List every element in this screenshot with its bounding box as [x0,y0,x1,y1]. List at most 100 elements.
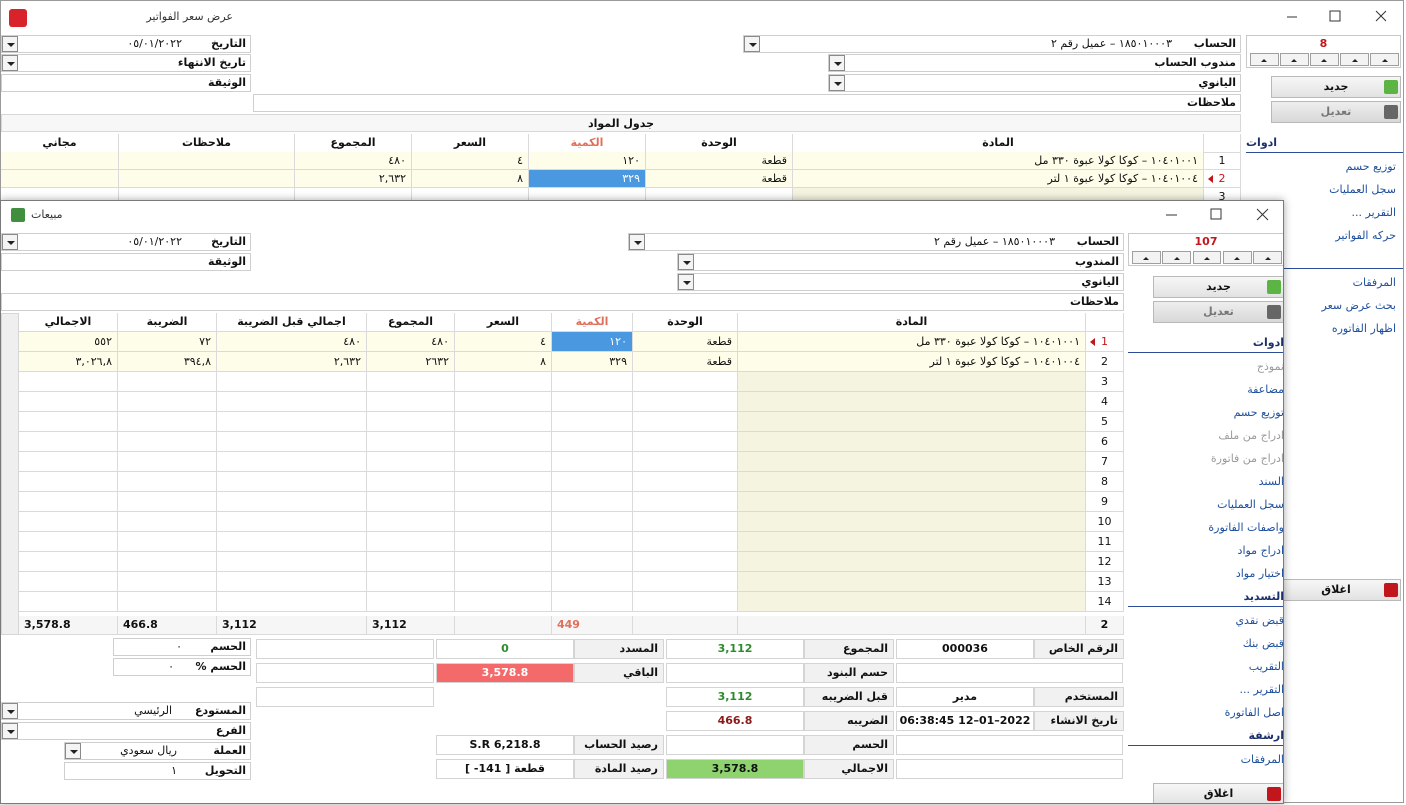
table-cell [738,472,1086,492]
field[interactable]: الحساب ١٨٥٠١٠٠٠٣ – عميل رقم ٢ [628,233,1124,251]
maximize-button[interactable] [1210,208,1222,220]
menu-link[interactable]: المرفقات [1352,276,1396,289]
section-title: ارشفة [1248,729,1284,742]
dropdown-button[interactable] [829,75,845,91]
table-cell [455,552,552,572]
field[interactable]: الوثيقة [1,74,251,92]
field[interactable]: التاريخ ٠٥/٠١/٢٠٢٢ [1,35,251,53]
table-cell [217,452,367,472]
menu-link[interactable]: سجل العمليات [1329,183,1396,196]
table-cell [367,432,455,452]
field[interactable]: الحسم ٠ [113,638,251,656]
menu-link[interactable]: اصل الفاتورة [1224,706,1284,719]
table-cell: ٥٥٢ [19,332,118,352]
close-window-button[interactable] [1375,10,1387,22]
field[interactable]: العملة ريال سعودي [64,742,251,760]
field-value: الرئيسي [134,704,172,717]
field-label: الحسم % [195,660,247,673]
dropdown-button[interactable] [678,254,694,270]
table-cell: ١٢٠ [552,332,633,352]
button[interactable]: جديد [1271,76,1401,98]
table-cell: ١٠٤٠١٠٠٤ – كوكا كولا عبوة ١ لتر [738,352,1086,372]
nav-button[interactable] [1253,251,1282,264]
field[interactable]: ملاحظات [253,94,1241,112]
field-value: ١٨٥٠١٠٠٠٣ – عميل رقم ٢ [1050,37,1172,50]
menu-link[interactable]: اظهار الفاتوره [1331,322,1396,335]
field[interactable]: تاريخ الانتهاء [1,54,251,72]
table-cell [455,372,552,392]
field[interactable]: مندوب الحساب [828,54,1241,72]
button[interactable]: تعديل [1153,301,1283,323]
nav-button[interactable] [1250,53,1279,66]
nav-button[interactable] [1192,251,1222,264]
dropdown-button[interactable] [2,703,18,719]
field[interactable]: الحساب ١٨٥٠١٠٠٠٣ – عميل رقم ٢ [743,35,1241,53]
summary-value: 3,112 [666,639,804,659]
table-cell [217,412,367,432]
nav-button[interactable] [1310,53,1339,66]
maximize-button[interactable] [1329,10,1341,22]
table-cell [738,392,1086,412]
dropdown-button[interactable] [2,36,18,52]
total-cell: 2 [1086,616,1124,635]
menu-link[interactable]: واصفات الفاتورة [1208,521,1284,534]
field[interactable]: التحويل ١ [64,762,251,780]
menu-link[interactable]: سجل العمليات [1217,498,1284,511]
field[interactable]: المستودع الرئيسي [1,702,251,720]
field[interactable]: التاريخ ٠٥/٠١/٢٠٢٢ [1,233,251,251]
dropdown-button[interactable] [2,55,18,71]
dropdown-button[interactable] [2,723,18,739]
nav-button[interactable] [1132,251,1161,264]
menu-link[interactable]: التقرير ... [1239,683,1284,696]
menu-link[interactable]: التقريب [1248,660,1284,673]
column-header: المادة [793,134,1204,153]
menu-link[interactable]: اختيار مواد [1235,567,1284,580]
menu-link[interactable]: توزيع حسم [1233,406,1284,419]
table-cell: ٧٢ [118,332,217,352]
field[interactable]: الفرع [1,722,251,740]
field[interactable]: اليانوي [828,74,1241,92]
menu-link[interactable]: بحث عرض سعر [1321,299,1396,312]
close-window-button[interactable] [1256,208,1269,221]
table-cell [19,472,118,492]
button[interactable]: اغلاق [1271,579,1401,601]
column-header: اجمالي قبل الضريبة [217,313,367,332]
dropdown-button[interactable] [2,234,18,250]
table-cell [738,532,1086,552]
menu-link[interactable]: قبض بنك [1242,637,1284,650]
menu-link[interactable]: توزيع حسم [1345,160,1396,173]
table-cell: ٨ [412,170,529,188]
menu-link[interactable]: مضاعفة [1247,383,1284,396]
table-cell [633,552,738,572]
field[interactable]: المندوب [677,253,1124,271]
table-cell [217,392,367,412]
nav-button[interactable] [1370,53,1399,66]
nav-button[interactable] [1162,251,1192,264]
menu-link[interactable]: المرفقات [1240,753,1284,766]
button[interactable]: تعديل [1271,101,1401,123]
nav-button[interactable] [1340,53,1369,66]
table-cell [19,512,118,532]
dropdown-button[interactable] [629,234,645,250]
field[interactable]: الوثيقة [1,253,251,271]
menu-link[interactable]: ادراج مواد [1237,544,1284,557]
dropdown-button[interactable] [744,36,760,52]
empty-box [896,759,1123,779]
table-cell [1,170,119,188]
field[interactable]: الحسم % ٠ [113,658,251,676]
menu-link[interactable]: السند [1258,475,1284,488]
menu-link[interactable]: التقرير ... [1351,206,1396,219]
menu-link[interactable]: قبض نقدي [1235,614,1284,627]
nav-button[interactable] [1222,251,1252,264]
dropdown-button[interactable] [65,743,81,759]
table-cell: ١٠٤٠١٠٠٤ – كوكا كولا عبوة ١ لتر [793,170,1204,188]
field[interactable]: ملاحظات [1,293,1124,311]
dropdown-button[interactable] [829,55,845,71]
menu-link[interactable]: حركه الفواتير [1335,229,1396,242]
nav-button[interactable] [1280,53,1309,66]
button[interactable]: اغلاق [1153,783,1283,803]
field[interactable]: اليانوي [677,273,1124,291]
dropdown-button[interactable] [678,274,694,290]
button[interactable]: جديد [1153,276,1283,298]
table-cell: ٢,٦٣٢ [217,352,367,372]
